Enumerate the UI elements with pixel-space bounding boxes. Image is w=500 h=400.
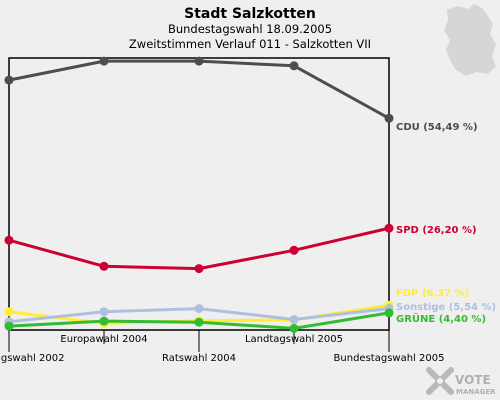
data-point-spd [194, 264, 204, 274]
data-point-spd [289, 245, 299, 255]
series-label-spd: SPD (26,20 %) [396, 225, 477, 236]
x-tick-label: Bundestagswahl 2002 [0, 353, 64, 364]
data-point-gruene [289, 323, 299, 333]
data-point-gruene [99, 316, 109, 326]
data-point-gruene [4, 321, 14, 331]
series-label-gruene: GRÜNE (4,40 %) [396, 311, 486, 325]
x-tick-label: Europawahl 2004 [60, 334, 147, 345]
chart-title: Stadt Salzkotten [184, 6, 316, 22]
data-point-gruene [194, 317, 204, 327]
logo-word-vote: VOTE [455, 373, 491, 387]
logo-word-manager: MANAGER [456, 388, 496, 396]
data-point-cdu [194, 56, 204, 66]
data-point-sonstige [194, 304, 204, 314]
data-point-cdu [4, 75, 14, 85]
series-line-cdu [8, 59, 390, 120]
series-label-fdp: FDP (6,37 %) [396, 288, 469, 299]
x-tick-label: Landtagswahl 2005 [245, 334, 343, 345]
data-point-spd [384, 223, 394, 233]
data-point-sonstige [99, 307, 109, 317]
data-point-cdu [289, 61, 299, 71]
x-tick-label: Ratswahl 2004 [162, 353, 236, 364]
vote-manager-logo: VOTE MANAGER [426, 367, 496, 396]
data-point-cdu [384, 113, 394, 123]
data-point-gruene [384, 308, 394, 318]
logo-x-icon [426, 367, 454, 395]
chart-subtitle-district: Zweitstimmen Verlauf 011 - Salzkotten VI… [129, 37, 371, 51]
x-tick-label: Bundestagswahl 2005 [334, 353, 445, 364]
data-point-cdu [99, 56, 109, 66]
data-point-fdp [4, 307, 14, 317]
plot-frame [8, 57, 390, 331]
data-point-spd [4, 235, 14, 245]
series-label-sonstige: Sonstige (5,54 %) [396, 302, 496, 313]
data-point-spd [99, 261, 109, 271]
data-point-sonstige [289, 315, 299, 324]
series-line-spd [8, 226, 390, 271]
germany-map-icon [444, 4, 496, 76]
series-label-cdu: CDU (54,49 %) [396, 122, 478, 133]
chart-subtitle-date: Bundestagswahl 18.09.2005 [168, 22, 332, 36]
